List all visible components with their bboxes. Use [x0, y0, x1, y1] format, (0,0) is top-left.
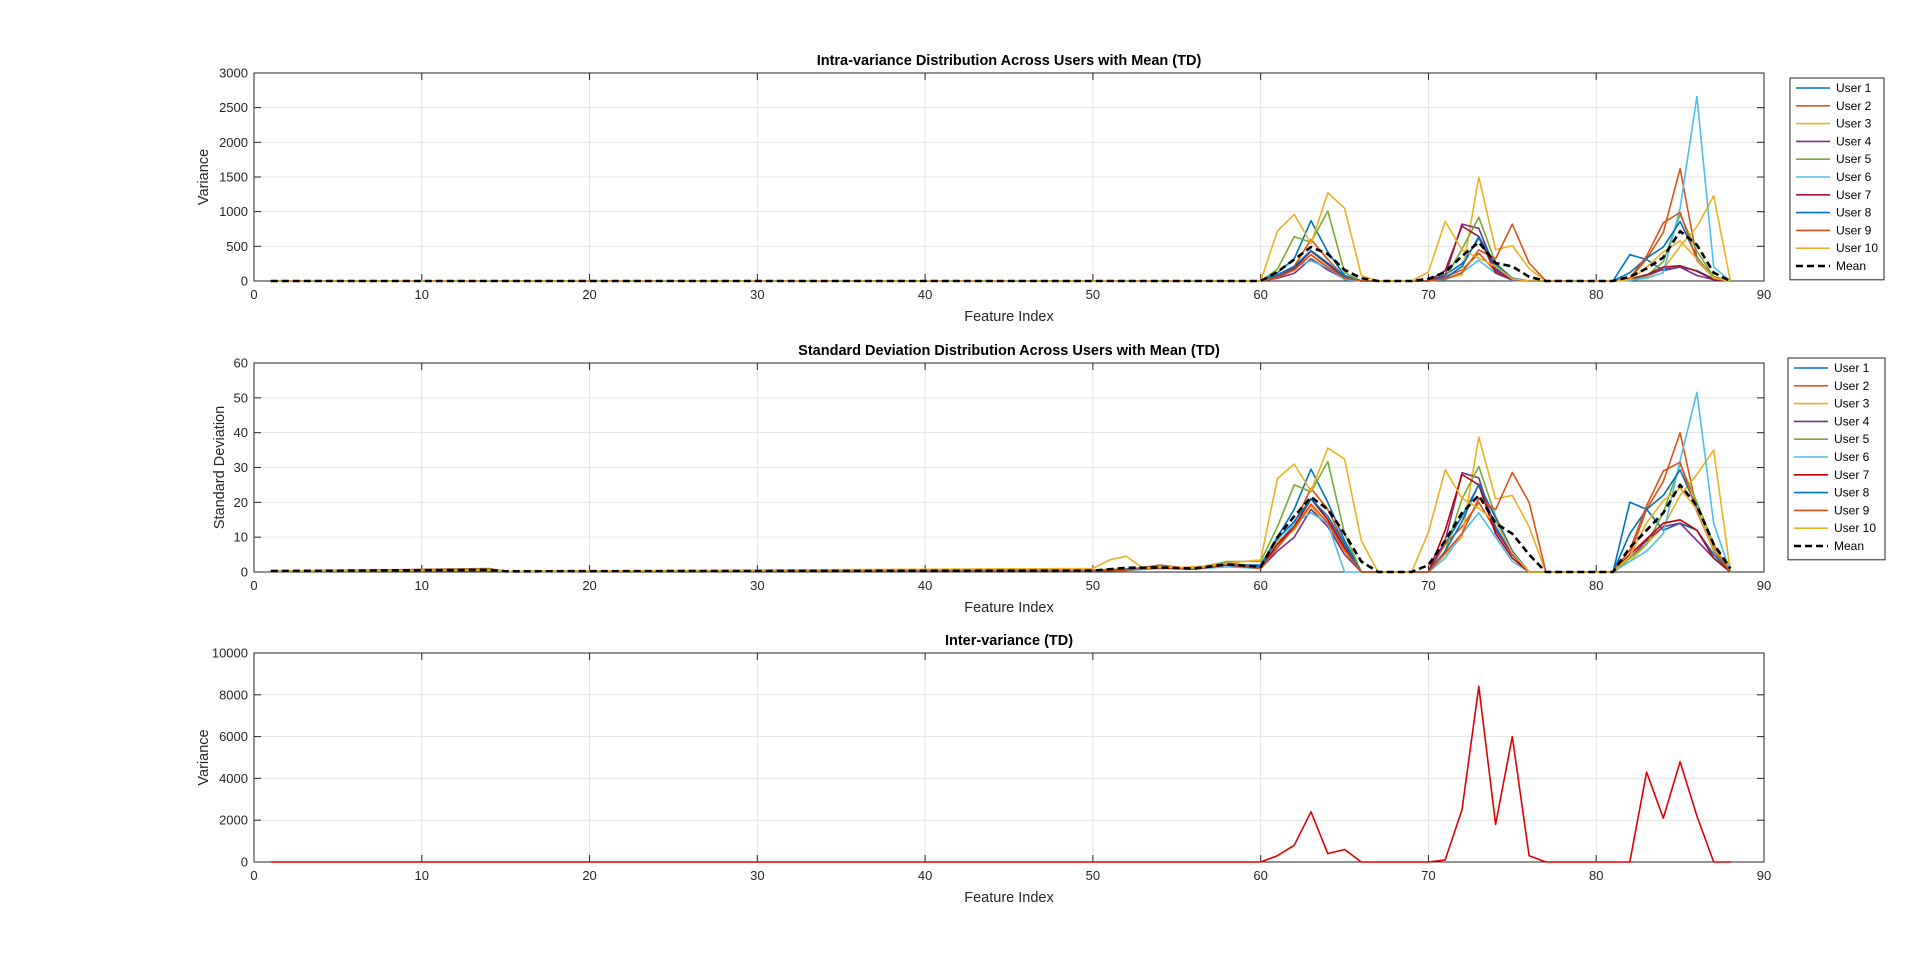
x-tick-label: 50 [1086, 578, 1100, 593]
series-line-series [270, 685, 1731, 863]
y-tick-label: 50 [234, 390, 248, 405]
x-tick-label: 10 [415, 868, 429, 883]
x-axis-label: Feature Index [964, 890, 1054, 906]
y-tick-label: 2000 [219, 135, 248, 150]
legend-label: User 10 [1836, 241, 1878, 255]
x-tick-label: 0 [250, 287, 257, 302]
legend-label: User 10 [1834, 521, 1876, 535]
legend-label: User 2 [1834, 379, 1870, 393]
x-tick-label: 50 [1086, 868, 1100, 883]
y-tick-label: 20 [234, 495, 248, 510]
x-tick-label: 70 [1421, 868, 1435, 883]
x-tick-label: 60 [1253, 287, 1267, 302]
legend-box [1789, 77, 1885, 281]
y-tick-label: 0 [241, 565, 248, 580]
y-tick-label: 60 [234, 356, 248, 371]
x-tick-label: 60 [1253, 868, 1267, 883]
x-tick-label: 80 [1589, 868, 1603, 883]
series-line-user-5 [270, 210, 1731, 282]
series-line-mean [270, 229, 1731, 283]
legend-label: User 9 [1834, 503, 1870, 517]
legend-label: User 3 [1836, 117, 1872, 131]
legend-label: User 6 [1834, 450, 1870, 464]
series-line-user-2 [270, 167, 1731, 282]
y-tick-label: 0 [241, 855, 248, 870]
plot-area [254, 653, 1764, 862]
x-tick-label: 70 [1421, 578, 1435, 593]
legend-box [1787, 357, 1886, 561]
legend: User 1 User 2 User 3 User 4 User 5 User 6 User… [1789, 77, 1885, 281]
legend-label: User 1 [1836, 81, 1872, 95]
legend-label: User 7 [1834, 468, 1870, 482]
x-tick-label: 50 [1086, 287, 1100, 302]
y-axis-label: Variance [196, 149, 212, 205]
y-tick-label: 1000 [219, 204, 248, 219]
series-line-user-10 [270, 447, 1731, 573]
x-tick-label: 90 [1757, 868, 1771, 883]
x-tick-label: 40 [918, 578, 932, 593]
x-tick-label: 0 [250, 868, 257, 883]
y-tick-label: 30 [234, 460, 248, 475]
series-line-user-10 [270, 192, 1731, 282]
y-tick-label: 1500 [219, 170, 248, 185]
legend-label: User 7 [1836, 188, 1872, 202]
x-tick-label: 0 [250, 578, 257, 593]
y-tick-label: 10 [234, 530, 248, 545]
x-tick-label: 40 [918, 287, 932, 302]
y-tick-label: 10000 [212, 646, 248, 661]
y-axis-label: Standard Deviation [212, 406, 228, 529]
x-tick-label: 20 [582, 868, 596, 883]
legend-label: User 2 [1836, 99, 1872, 113]
y-tick-label: 2000 [219, 813, 248, 828]
x-axis-label: Feature Index [964, 309, 1054, 325]
y-tick-label: 40 [234, 425, 248, 440]
x-tick-label: 60 [1253, 578, 1267, 593]
x-tick-label: 20 [582, 578, 596, 593]
x-tick-label: 30 [750, 578, 764, 593]
x-tick-label: 70 [1421, 287, 1435, 302]
legend-label: User 1 [1834, 361, 1870, 375]
y-axis-label: Variance [196, 729, 212, 785]
legend-label: User 8 [1836, 206, 1872, 220]
x-axis-label: Feature Index [964, 600, 1054, 616]
legend-label: Mean [1836, 259, 1866, 273]
y-tick-label: 3000 [219, 66, 248, 81]
x-tick-label: 90 [1757, 287, 1771, 302]
chart-3: 0 10 20 30 40 50 60 70 80 90 0 2000 4000 6000 8000 1000… [196, 633, 1771, 906]
x-tick-label: 10 [415, 578, 429, 593]
legend-label: User 4 [1834, 414, 1870, 428]
y-tick-label: 4000 [219, 771, 248, 786]
x-tick-label: 90 [1757, 578, 1771, 593]
x-tick-label: 30 [750, 287, 764, 302]
legend-label: User 4 [1836, 134, 1872, 148]
chart-1: 0 10 20 30 40 50 60 70 80 90 0 500 1000 1500 2000 2500 3… [196, 53, 1885, 325]
x-tick-label: 80 [1589, 578, 1603, 593]
series-line-mean [270, 483, 1732, 574]
legend: User 1 User 2 User 3 User 4 User 5 User 6 User… [1787, 357, 1886, 561]
chart-title: Intra-variance Distribution Across Users… [817, 53, 1202, 69]
series-line-user-6 [270, 95, 1731, 282]
legend-label: User 9 [1836, 223, 1872, 237]
y-tick-label: 500 [226, 239, 248, 254]
legend-label: User 6 [1836, 170, 1872, 184]
legend-label: User 8 [1834, 486, 1870, 500]
y-tick-label: 0 [241, 274, 248, 289]
series-line-user-8 [270, 220, 1731, 282]
chart-title: Standard Deviation Distribution Across U… [798, 343, 1220, 359]
chart-title: Inter-variance (TD) [945, 633, 1073, 649]
x-tick-label: 30 [750, 868, 764, 883]
legend-label: User 5 [1834, 432, 1870, 446]
x-tick-label: 40 [918, 868, 932, 883]
y-tick-label: 6000 [219, 729, 248, 744]
chart-2: 0 10 20 30 40 50 60 70 80 90 0 10 20 30 40 50 60 Standard… [212, 343, 1886, 616]
x-tick-label: 20 [582, 287, 596, 302]
x-tick-label: 80 [1589, 287, 1603, 302]
legend-label: User 3 [1834, 397, 1870, 411]
x-tick-label: 10 [415, 287, 429, 302]
y-tick-label: 8000 [219, 687, 248, 702]
y-tick-label: 2500 [219, 100, 248, 115]
legend-label: User 5 [1836, 152, 1872, 166]
legend-label: Mean [1834, 539, 1864, 553]
